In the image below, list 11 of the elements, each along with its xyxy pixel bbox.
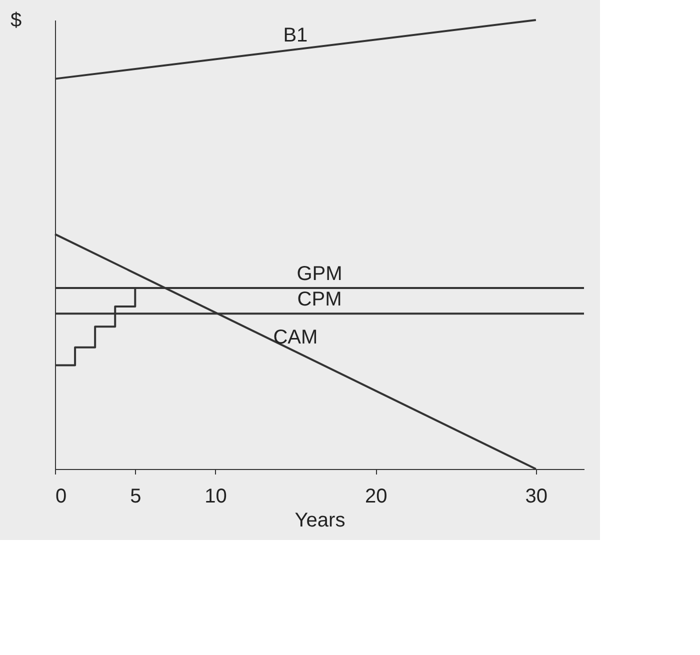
x-axis-title: Years <box>294 510 346 532</box>
x-tick-label: 30 <box>525 486 548 508</box>
series-label: B1 <box>283 24 308 46</box>
series-label: CAM <box>273 326 318 349</box>
x-tick-label: 5 <box>130 486 142 508</box>
y-axis-title: $ <box>10 10 22 32</box>
series-label: CPM <box>297 288 342 311</box>
x-tick-label: 20 <box>364 486 388 508</box>
x-tick-label: 10 <box>204 486 227 508</box>
x-tick-label: 0 <box>56 486 67 508</box>
series-label: GPM <box>296 263 342 286</box>
